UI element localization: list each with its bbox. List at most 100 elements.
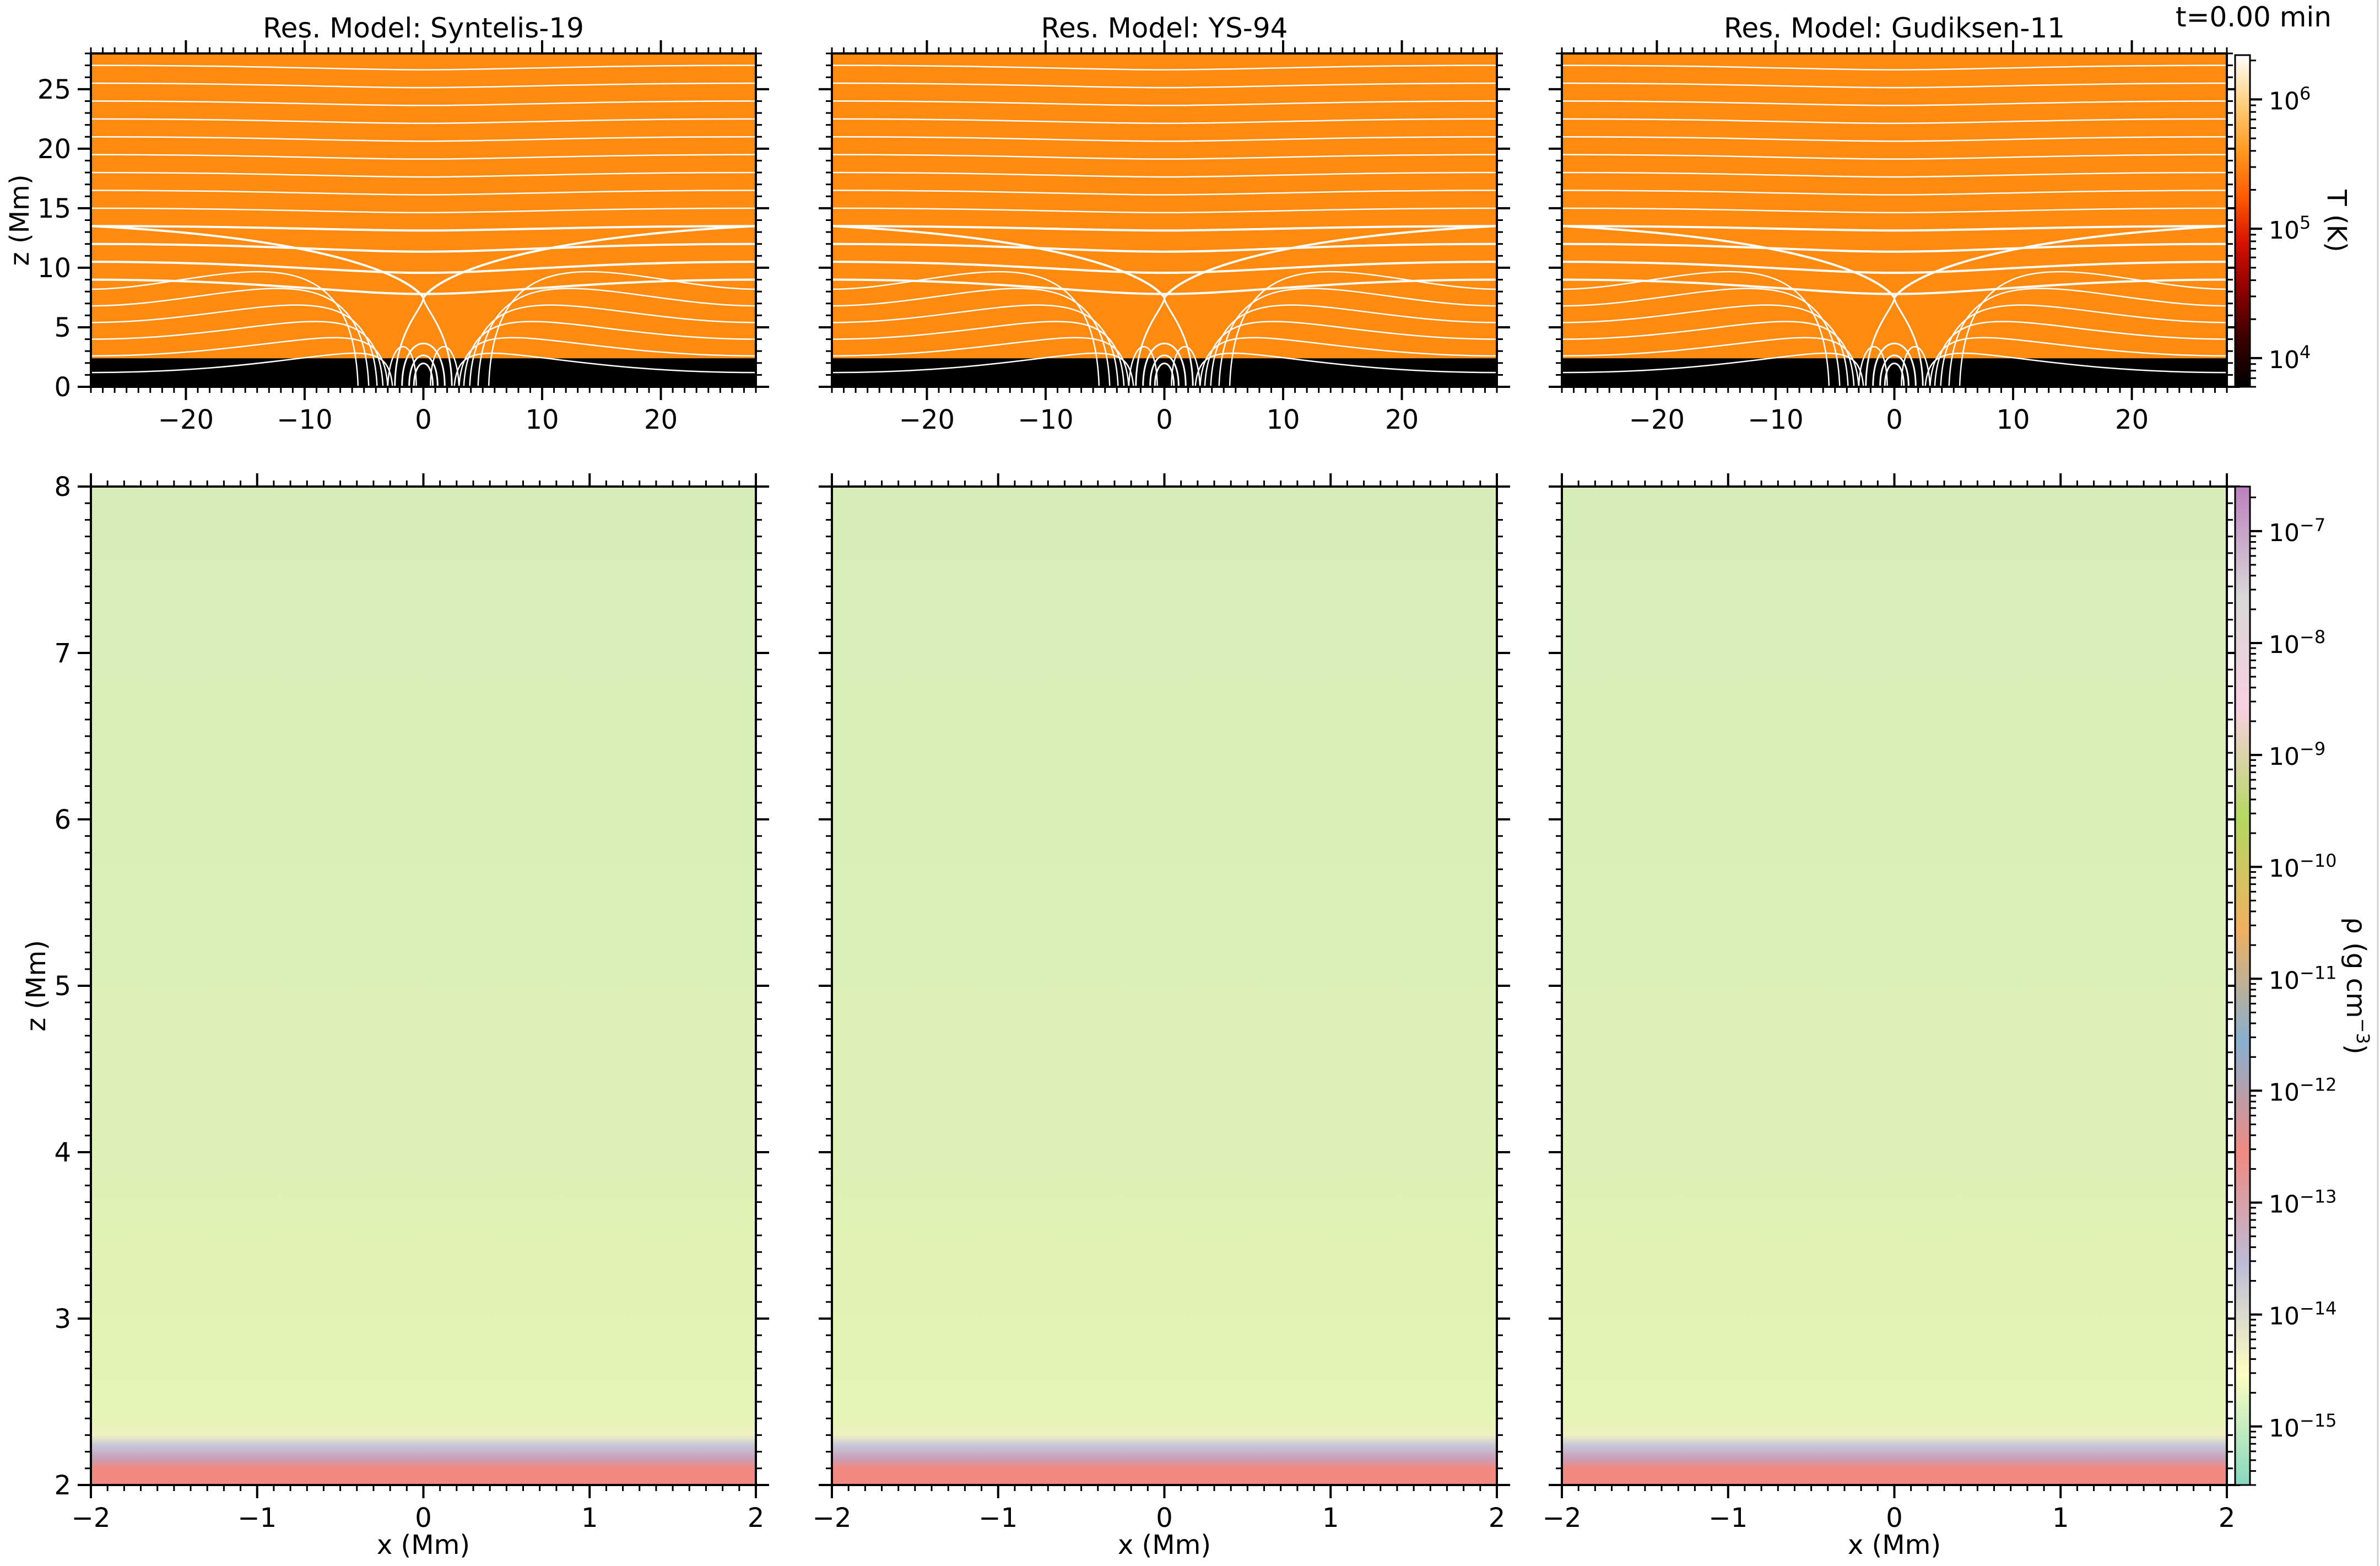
field-line: [477, 288, 756, 387]
field-line: [430, 345, 460, 387]
x-tick-label: −1: [237, 1503, 277, 1533]
y-tick-label: 0: [54, 372, 71, 403]
field-line: [463, 321, 756, 387]
field-line: [832, 100, 1497, 106]
field-line: [91, 261, 756, 274]
colorbar-tick-label: 10−14: [2269, 1298, 2337, 1331]
field-line: [1940, 304, 2227, 387]
field-line: [1149, 354, 1180, 387]
field-line: [91, 154, 756, 160]
field-line: [1163, 225, 1497, 299]
x-tick-label: 2: [748, 1503, 765, 1533]
field-line: [1562, 225, 1896, 299]
field-line: [1879, 354, 1910, 387]
field-line: [1562, 64, 2227, 71]
field-line: [1894, 297, 1924, 387]
field-line: [1135, 297, 1165, 387]
colorbar-tick-label: 105: [2269, 212, 2311, 245]
field-line: [408, 354, 439, 387]
field-line: [91, 321, 384, 387]
field-line: [1562, 207, 2227, 214]
field-line: [401, 342, 446, 387]
field-line: [1562, 304, 1849, 387]
field-line: [832, 190, 1497, 196]
field-line: [1562, 261, 2227, 274]
field-line: [1562, 190, 2227, 196]
chromosphere-layer: [1562, 358, 2227, 387]
x-tick-label: 10: [525, 404, 559, 435]
field-line: [1562, 82, 2227, 89]
field-line: [91, 82, 756, 89]
field-line: [413, 363, 434, 387]
x-tick-label: −10: [277, 404, 332, 435]
field-line: [91, 207, 756, 214]
field-line: [91, 225, 756, 232]
x-tick-label: 0: [415, 404, 432, 435]
x-tick-label: −1: [1708, 1503, 1748, 1533]
field-line: [1562, 242, 2227, 253]
x-tick-label: −2: [813, 1503, 852, 1533]
field-line: [1872, 342, 1917, 387]
y-tick-label: 7: [54, 638, 71, 669]
field-line: [1204, 321, 1497, 387]
field-line: [1562, 337, 1860, 387]
field-lines: [91, 64, 756, 387]
field-line: [1562, 100, 2227, 106]
field-line: [1893, 225, 2227, 299]
x-tick-label: 0: [1886, 404, 1903, 435]
x-tick-label: −20: [1629, 404, 1685, 435]
field-line: [1199, 337, 1497, 387]
field-line: [832, 136, 1497, 142]
field-line: [1171, 345, 1201, 387]
field-line: [488, 271, 756, 387]
field-line: [832, 304, 1119, 387]
field-line: [1142, 342, 1187, 387]
colorbar-tick-label: 10−11: [2269, 962, 2337, 995]
corona-layer: [832, 53, 1497, 359]
field-line: [1562, 271, 1830, 387]
field-line: [832, 225, 1497, 232]
colorbar-tick-label: 10−7: [2269, 515, 2325, 547]
y-tick-label: 2: [54, 1470, 71, 1501]
field-line: [423, 297, 453, 387]
x-axis-label: x (Mm): [1118, 1530, 1211, 1560]
temperature-colorbar: 104 105 106: [2234, 54, 2311, 388]
x-tick-label: −2: [1543, 1503, 1582, 1533]
field-line: [832, 261, 1497, 274]
colorbar-tick-label: 106: [2269, 83, 2311, 115]
y-axis-label-top: z (Mm): [4, 174, 35, 266]
field-line: [832, 82, 1497, 89]
field-line: [91, 100, 756, 106]
field-line: [91, 304, 378, 387]
colorbar-tick-label: 10−15: [2269, 1410, 2337, 1443]
x-tick-label: 0: [1886, 1503, 1903, 1533]
field-line: [394, 297, 424, 387]
field-line: [91, 337, 389, 387]
field-line: [1959, 271, 2227, 387]
field-line: [91, 171, 756, 178]
field-line: [832, 337, 1130, 387]
y-tick-label: 4: [54, 1137, 71, 1168]
field-line: [422, 225, 756, 299]
y-axis-label-bottom: z (Mm): [21, 940, 52, 1032]
field-line: [1924, 352, 2227, 387]
field-line: [91, 225, 425, 299]
field-line: [832, 321, 1125, 387]
x-tick-label: 0: [1156, 404, 1173, 435]
field-line: [1562, 321, 1855, 387]
y-tick-label: 8: [54, 472, 71, 503]
corona-layer: [1562, 53, 2227, 359]
field-line: [832, 154, 1497, 160]
field-lines: [832, 64, 1497, 387]
x-tick-label: 1: [581, 1503, 598, 1533]
field-line: [832, 271, 1100, 387]
density-panel-3: −2 −1 0 1 2 x (Mm): [1543, 473, 2240, 1560]
y-tick-label: 5: [54, 312, 71, 343]
field-line: [1865, 297, 1895, 387]
field-line: [91, 288, 370, 387]
colorbar-tick-label: 10−8: [2269, 627, 2325, 659]
field-line: [91, 278, 756, 295]
x-tick-label: 2: [1489, 1503, 1506, 1533]
y-tick-label: 5: [54, 971, 71, 1002]
field-line: [91, 242, 756, 253]
